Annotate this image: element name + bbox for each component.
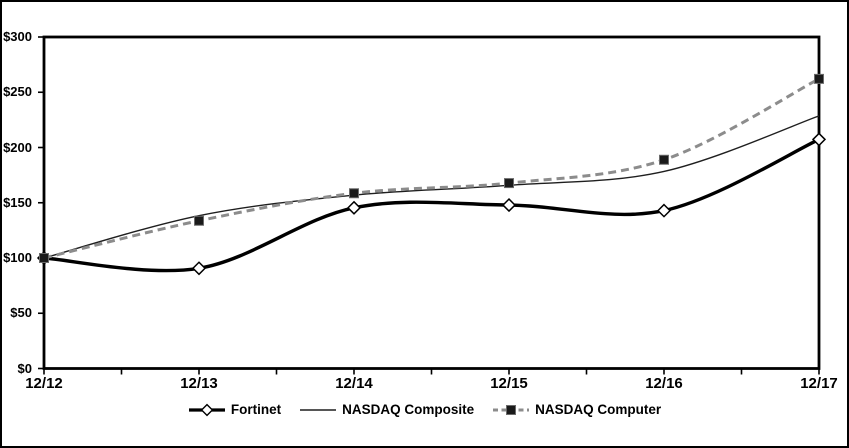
composite-line-icon: [300, 408, 337, 411]
legend-item-nasdaq-composite: NASDAQ Composite: [299, 402, 474, 417]
y-axis-tick-label: $0: [17, 360, 32, 376]
square-marker: [659, 154, 669, 165]
chart-legend: Fortinet NASDAQ Composite NASDAQ Compute…: [2, 402, 847, 417]
legend-item-fortinet: Fortinet: [188, 402, 281, 417]
x-axis-tick-label: 12/17: [800, 375, 838, 392]
y-axis-tick-label: $100: [3, 250, 32, 265]
series-line: [43, 115, 820, 259]
y-axis-tick-label: $250: [3, 84, 32, 100]
x-axis-tick-label: 12/16: [645, 375, 683, 392]
fortinet-line-diamond-icon: [188, 403, 225, 416]
square-marker: [504, 178, 514, 189]
x-axis-tick-label: 12/12: [25, 375, 63, 392]
legend-label-nasdaq-computer: NASDAQ Computer: [535, 402, 662, 417]
y-axis-tick-label: $150: [3, 194, 32, 210]
y-axis-tick-label: $200: [3, 139, 32, 155]
square-marker: [39, 253, 49, 263]
diamond-marker: [191, 261, 207, 276]
computer-dashed-square-icon: [493, 404, 530, 415]
diamond-marker: [501, 198, 517, 213]
legend-label-nasdaq-composite: NASDAQ Composite: [342, 402, 475, 417]
series-line: [43, 137, 820, 273]
x-axis-tick-label: 12/14: [335, 375, 373, 392]
diamond-marker: [656, 203, 672, 218]
square-marker: [349, 188, 359, 199]
x-axis-tick-label: 12/15: [490, 375, 528, 392]
y-axis-tick-label: $300: [3, 29, 32, 44]
y-axis-tick-label: $50: [10, 305, 32, 321]
x-axis-tick-label: 12/13: [180, 375, 218, 392]
square-marker: [194, 215, 204, 226]
legend-item-nasdaq-computer: NASDAQ Computer: [492, 402, 661, 417]
series-line: [43, 77, 820, 260]
legend-label-fortinet: Fortinet: [230, 402, 282, 417]
diamond-marker: [811, 132, 827, 147]
diamond-marker: [346, 200, 362, 215]
square-marker: [814, 73, 824, 84]
